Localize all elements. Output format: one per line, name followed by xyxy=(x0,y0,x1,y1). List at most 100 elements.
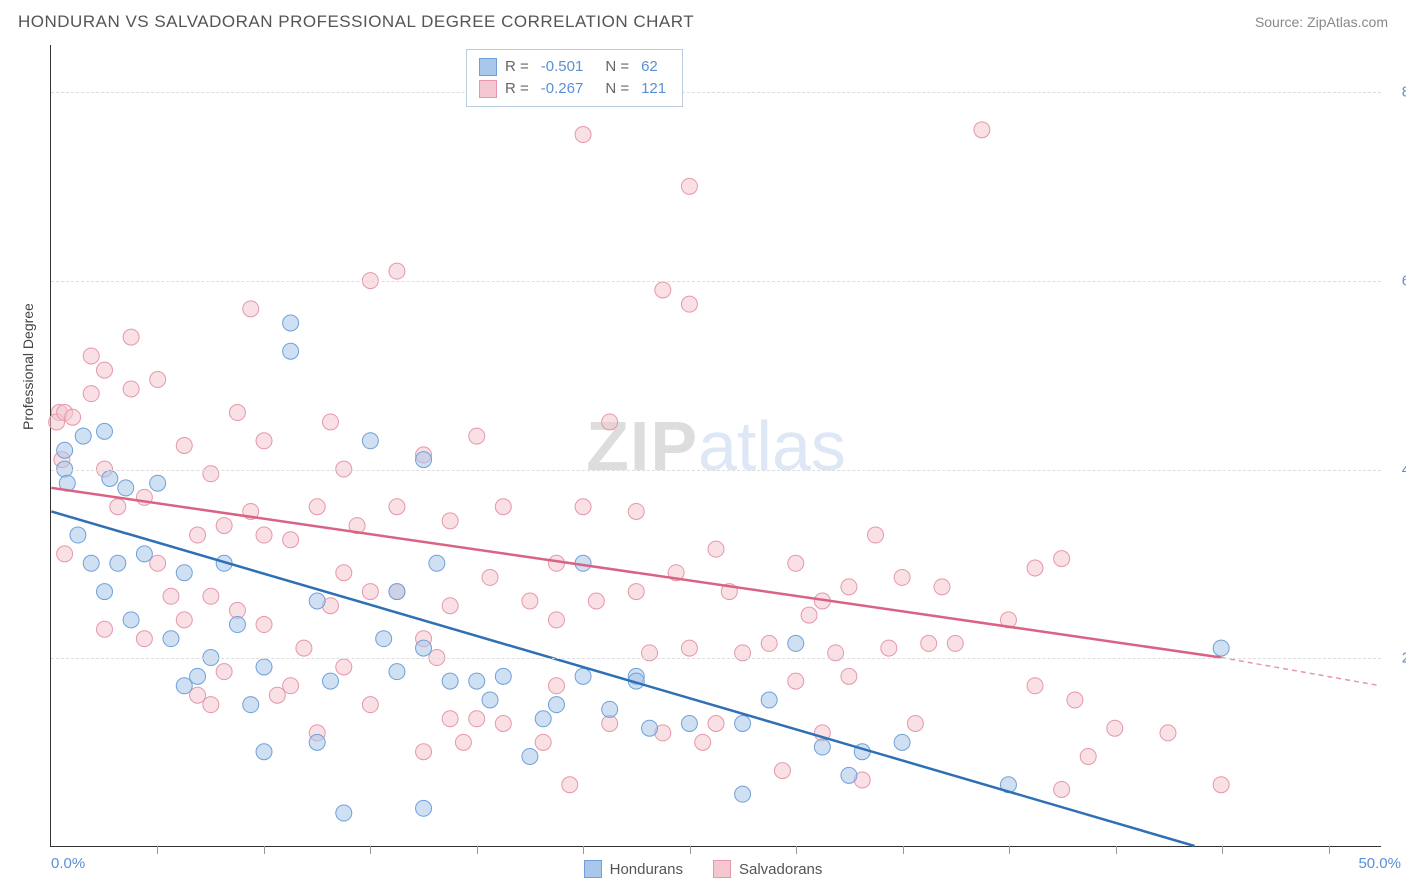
data-point xyxy=(602,716,618,732)
data-point xyxy=(229,405,245,421)
data-point xyxy=(1054,781,1070,797)
data-point xyxy=(562,777,578,793)
data-point xyxy=(868,527,884,543)
data-point xyxy=(83,348,99,364)
data-point xyxy=(1027,678,1043,694)
data-point xyxy=(761,635,777,651)
data-point xyxy=(1213,777,1229,793)
gridline xyxy=(51,281,1381,282)
data-point xyxy=(681,178,697,194)
data-point xyxy=(65,409,81,425)
data-point xyxy=(442,711,458,727)
data-point xyxy=(176,612,192,628)
data-point xyxy=(163,588,179,604)
data-point xyxy=(482,569,498,585)
data-point xyxy=(947,635,963,651)
data-point xyxy=(442,673,458,689)
x-tick xyxy=(1222,846,1223,854)
data-point xyxy=(548,697,564,713)
y-tick-label: 8.0% xyxy=(1386,84,1406,101)
data-point xyxy=(907,716,923,732)
data-point xyxy=(788,635,804,651)
y-tick-label: 2.0% xyxy=(1386,650,1406,667)
data-point xyxy=(110,499,126,515)
n-value: 121 xyxy=(641,78,666,100)
data-point xyxy=(283,343,299,359)
data-point xyxy=(881,640,897,656)
data-point xyxy=(256,744,272,760)
data-point xyxy=(362,584,378,600)
data-point xyxy=(429,555,445,571)
data-point xyxy=(376,631,392,647)
data-point xyxy=(1107,720,1123,736)
legend-label: Hondurans xyxy=(610,861,683,878)
data-point xyxy=(841,579,857,595)
data-point xyxy=(655,282,671,298)
data-point xyxy=(389,584,405,600)
data-point xyxy=(309,499,325,515)
chart-plot-area: ZIPatlas 2.0%4.0%6.0%8.0% 0.0% 50.0% R =… xyxy=(50,45,1381,847)
trend-line-extrapolated xyxy=(1221,658,1381,686)
data-point xyxy=(97,362,113,378)
data-point xyxy=(203,697,219,713)
data-point xyxy=(389,263,405,279)
data-point xyxy=(735,786,751,802)
data-point xyxy=(123,381,139,397)
x-tick xyxy=(1329,846,1330,854)
data-point xyxy=(921,635,937,651)
data-point xyxy=(548,612,564,628)
data-point xyxy=(110,555,126,571)
data-point xyxy=(57,442,73,458)
data-point xyxy=(548,555,564,571)
data-point xyxy=(136,631,152,647)
data-point xyxy=(681,296,697,312)
data-point xyxy=(442,513,458,529)
data-point xyxy=(416,744,432,760)
r-value: -0.267 xyxy=(541,78,584,100)
swatch-icon xyxy=(479,58,497,76)
data-point xyxy=(681,640,697,656)
r-value: -0.501 xyxy=(541,56,584,78)
legend-label: Salvadorans xyxy=(739,861,822,878)
data-point xyxy=(309,593,325,609)
correlation-legend: R = -0.501 N = 62 R = -0.267 N = 121 xyxy=(466,49,683,107)
legend-item-salvadorans: Salvadorans xyxy=(713,860,822,878)
data-point xyxy=(389,499,405,515)
data-point xyxy=(97,621,113,637)
chart-title: HONDURAN VS SALVADORAN PROFESSIONAL DEGR… xyxy=(18,12,694,32)
data-point xyxy=(735,716,751,732)
data-point xyxy=(455,734,471,750)
x-tick xyxy=(157,846,158,854)
data-point xyxy=(243,301,259,317)
x-tick xyxy=(264,846,265,854)
data-point xyxy=(535,734,551,750)
x-tick xyxy=(903,846,904,854)
data-point xyxy=(83,386,99,402)
data-point xyxy=(102,470,118,486)
data-point xyxy=(323,673,339,689)
source-label: Source: ZipAtlas.com xyxy=(1255,14,1388,30)
correlation-row: R = -0.267 N = 121 xyxy=(479,78,670,100)
data-point xyxy=(336,805,352,821)
data-point xyxy=(628,503,644,519)
data-point xyxy=(203,466,219,482)
data-point xyxy=(136,546,152,562)
data-point xyxy=(708,716,724,732)
data-point xyxy=(535,711,551,727)
data-point xyxy=(575,499,591,515)
data-point xyxy=(389,664,405,680)
n-value: 62 xyxy=(641,56,658,78)
data-point xyxy=(203,588,219,604)
data-point xyxy=(416,452,432,468)
data-point xyxy=(814,739,830,755)
r-label: R = xyxy=(505,56,529,78)
data-point xyxy=(708,541,724,557)
data-point xyxy=(788,555,804,571)
data-point xyxy=(150,475,166,491)
gridline xyxy=(51,470,1381,471)
data-point xyxy=(469,673,485,689)
data-point xyxy=(70,527,86,543)
swatch-icon xyxy=(584,860,602,878)
data-point xyxy=(841,767,857,783)
data-point xyxy=(190,527,206,543)
